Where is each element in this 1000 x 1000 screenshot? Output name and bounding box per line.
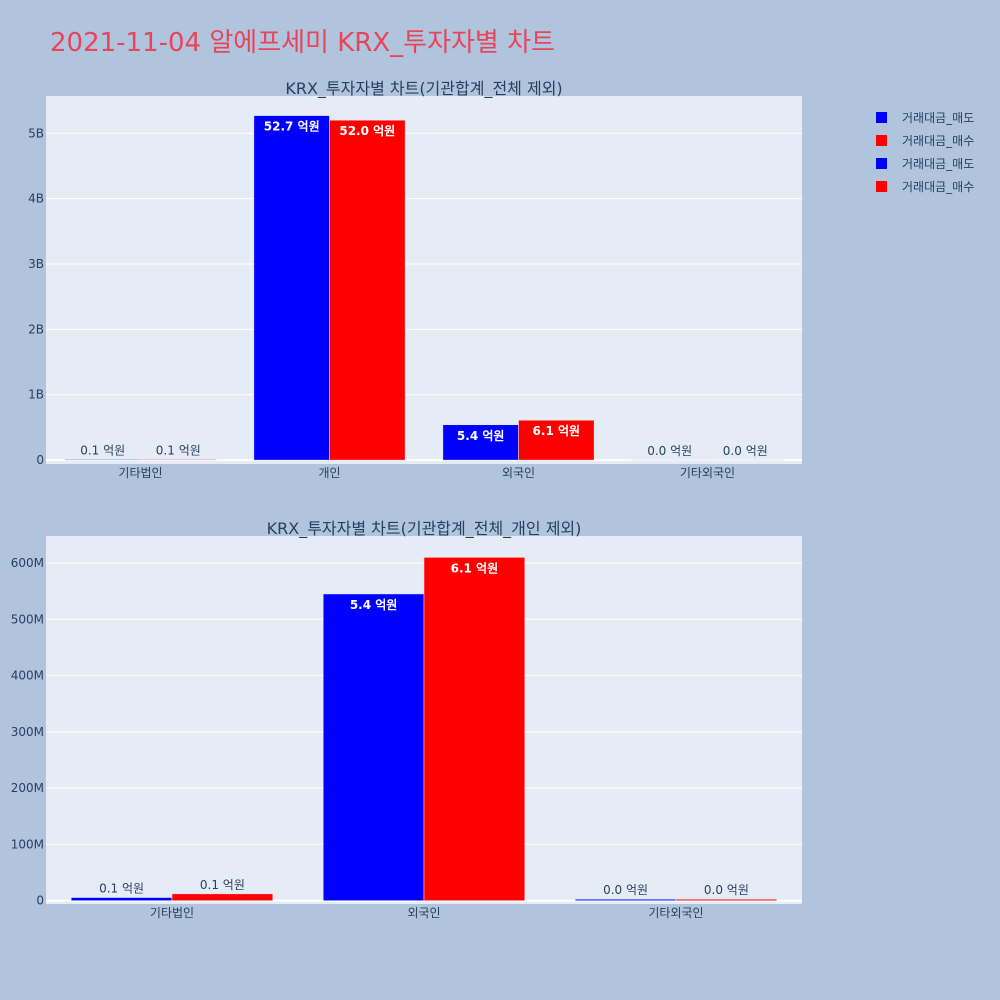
bar xyxy=(574,898,677,901)
legend-label: 거래대금_매수 xyxy=(902,134,975,148)
data-label: 0.1 억원 xyxy=(156,443,201,457)
data-label: 0.1 억원 xyxy=(80,443,125,457)
data-label: 52.0 억원 xyxy=(339,124,395,138)
y-tick-label: 2B xyxy=(28,322,44,336)
page-title: 2021-11-04 알에프세미 KRX_투자자별 차트 xyxy=(50,28,555,58)
x-tick-label: 외국인 xyxy=(407,906,440,920)
chart-title: KRX_투자자별 차트(기관합계_전체_개인 제외) xyxy=(267,519,582,539)
y-tick-label: 500M xyxy=(11,612,44,626)
y-tick-label: 4B xyxy=(28,192,44,206)
x-tick-label: 기타법인 xyxy=(150,906,194,920)
data-label: 52.7 억원 xyxy=(264,120,320,134)
legend-label: 거래대금_매도 xyxy=(902,157,975,171)
data-label: 0.0 억원 xyxy=(704,883,749,897)
y-tick-label: 600M xyxy=(11,556,44,570)
x-tick-label: 개인 xyxy=(318,466,340,480)
legend-label: 거래대금_매도 xyxy=(902,111,975,125)
legend-swatch-icon xyxy=(876,181,887,192)
data-label: 0.1 억원 xyxy=(200,878,245,892)
legend-swatch-icon xyxy=(876,112,887,123)
y-tick-label: 3B xyxy=(28,257,44,271)
data-label: 6.1 억원 xyxy=(451,561,499,575)
y-tick-label: 5B xyxy=(28,126,44,140)
y-tick-label: 300M xyxy=(11,725,44,739)
data-label: 0.0 억원 xyxy=(647,444,692,458)
x-tick-label: 기타외국인 xyxy=(648,906,703,920)
bar xyxy=(631,459,708,461)
legend-item[interactable]: 거래대금_매수 xyxy=(876,175,974,198)
chart-bottom: KRX_투자자별 차트(기관합계_전체_개인 제외) 0 100M 200M 300M 4… xyxy=(11,519,802,920)
y-tick-label: 200M xyxy=(11,781,44,795)
legend-item[interactable]: 거래대금_매도 xyxy=(876,106,974,129)
bar xyxy=(70,897,173,901)
data-label: 5.4 억원 xyxy=(457,429,505,443)
bar xyxy=(518,419,595,461)
y-tick-label: 0 xyxy=(36,894,44,908)
bar xyxy=(253,115,330,461)
x-tick-label: 외국인 xyxy=(502,466,535,480)
data-label: 6.1 억원 xyxy=(533,424,581,438)
legend-label: 거래대금_매수 xyxy=(902,180,975,194)
x-tick-label: 기타법인 xyxy=(118,466,162,480)
y-tick-label: 1B xyxy=(28,388,44,402)
bar xyxy=(171,893,274,901)
data-label: 0.1 억원 xyxy=(99,882,144,896)
bar xyxy=(322,593,425,901)
data-label: 5.4 억원 xyxy=(350,598,398,612)
y-tick-label: 0 xyxy=(36,453,44,467)
chart-top: KRX_투자자별 차트(기관합계_전체 제외) 0 1B 2B 3B 4B 5B 기타법인 0.… xyxy=(28,79,802,480)
bar xyxy=(140,459,217,461)
bar xyxy=(675,898,778,901)
bar xyxy=(329,119,406,461)
bar xyxy=(423,557,526,901)
chart-title: KRX_투자자별 차트(기관합계_전체 제외) xyxy=(285,79,562,99)
x-tick-label: 기타외국인 xyxy=(680,466,735,480)
plot-area xyxy=(46,96,802,464)
bar xyxy=(707,459,784,461)
legend-item[interactable]: 거래대금_매도 xyxy=(876,152,974,175)
legend: 거래대금_매도 거래대금_매수 거래대금_매도 거래대금_매수 xyxy=(876,106,974,198)
bar xyxy=(64,459,141,461)
data-label: 0.0 억원 xyxy=(603,883,648,897)
legend-item[interactable]: 거래대금_매수 xyxy=(876,129,974,152)
legend-swatch-icon xyxy=(876,158,887,169)
y-tick-label: 100M xyxy=(11,837,44,851)
y-tick-label: 400M xyxy=(11,669,44,683)
legend-swatch-icon xyxy=(876,135,887,146)
data-label: 0.0 억원 xyxy=(723,444,768,458)
